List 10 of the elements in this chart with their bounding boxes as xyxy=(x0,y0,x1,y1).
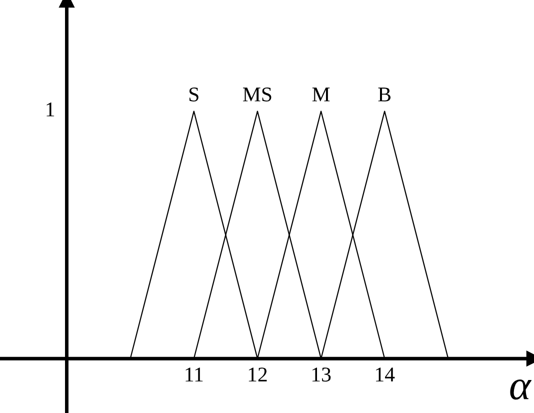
x-tick-label: 13 xyxy=(312,368,331,382)
series-label: M xyxy=(312,88,330,102)
x-tick-label: 12 xyxy=(248,368,267,382)
x-axis-title: α xyxy=(510,380,532,400)
series-label: B xyxy=(378,88,391,102)
series-label: S xyxy=(189,88,198,102)
x-tick-label: 14 xyxy=(376,368,395,382)
annotation: 1 xyxy=(46,102,54,116)
x-tick-label: 11 xyxy=(186,368,203,382)
series-label: MS xyxy=(243,88,272,102)
